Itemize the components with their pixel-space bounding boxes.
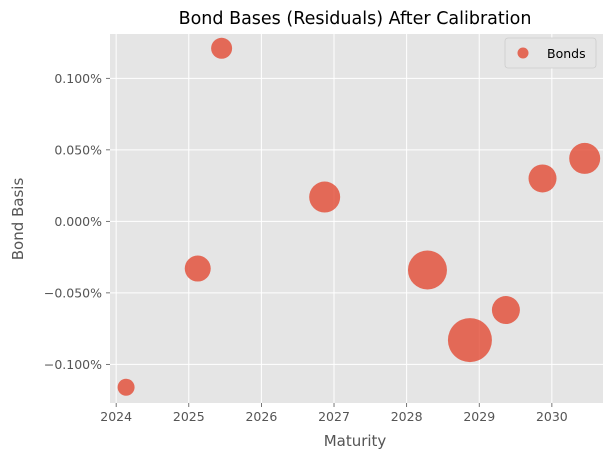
grid	[110, 34, 603, 403]
y-tick-label: −0.050%	[44, 285, 102, 300]
y-tick-label: 0.050%	[54, 142, 102, 157]
x-tick-label: 2025	[173, 409, 205, 424]
x-tick-label: 2029	[463, 409, 495, 424]
x-tick-label: 2026	[245, 409, 277, 424]
y-tick-label: 0.100%	[54, 71, 102, 86]
legend-label: Bonds	[547, 46, 586, 61]
chart-title: Bond Bases (Residuals) After Calibration	[179, 9, 532, 29]
bond-point	[569, 142, 601, 174]
x-tick-label: 2027	[318, 409, 350, 424]
bond-point	[309, 181, 341, 213]
data-points	[117, 37, 601, 396]
y-axis-label: Bond Basis	[9, 178, 27, 261]
x-tick-label: 2024	[100, 409, 132, 424]
y-tick-label: 0.000%	[54, 214, 102, 229]
x-tick-label: 2028	[391, 409, 423, 424]
x-tick-label: 2030	[536, 409, 568, 424]
axis-ticks: 2024 2025 2026 2027 2028 2029 2030 −0.100% −0.05…	[44, 71, 568, 424]
plot-area	[110, 34, 603, 403]
x-axis-label: Maturity	[324, 432, 387, 450]
bond-point	[447, 318, 492, 363]
legend: Bonds	[504, 37, 597, 69]
bond-point	[407, 250, 447, 290]
bond-point	[184, 255, 211, 282]
bond-point	[211, 37, 233, 59]
bond-point	[491, 296, 520, 325]
legend-box	[504, 37, 597, 69]
bond-point	[528, 164, 557, 193]
y-tick-label: −0.100%	[44, 357, 102, 372]
legend-marker	[517, 47, 529, 59]
bond-point	[117, 378, 135, 396]
